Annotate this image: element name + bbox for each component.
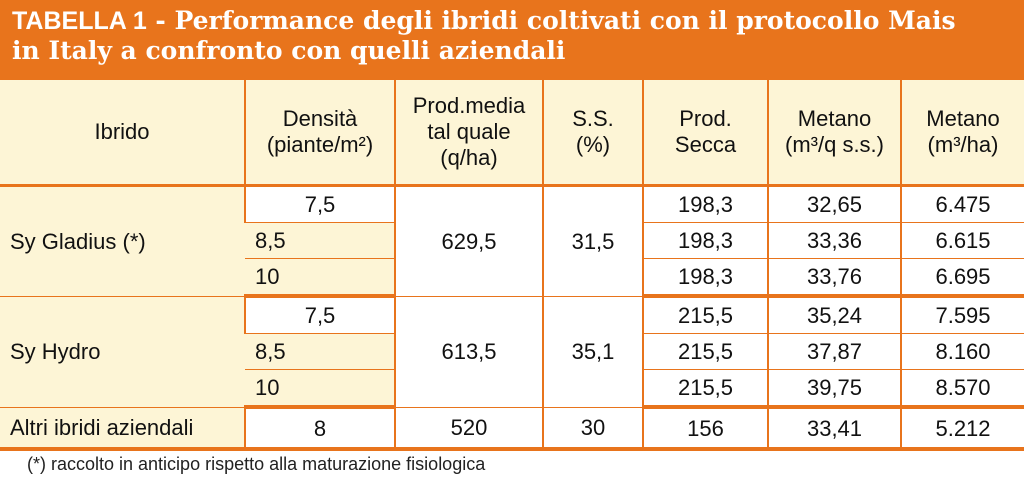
header-prod-media: Prod.media tal quale (q/ha) [394, 80, 543, 186]
prod-secca-cell: 215,5 [642, 296, 768, 334]
metano-q-cell: 37,87 [767, 333, 901, 370]
header-densita: Densità (piante/m²) [244, 80, 395, 186]
densita-cell: 8,5 [245, 333, 395, 370]
ss-cell: 35,1 [542, 296, 643, 408]
footnote: (*) raccolto in anticipo rispetto alla m… [27, 454, 486, 474]
prod-secca-cell: 156 [642, 407, 768, 451]
header-metano-q: Metano (m³/q s.s.) [767, 80, 901, 186]
densita-cell: 7,5 [244, 185, 395, 223]
table-row: Altri ibridi aziendali 8 520 30 156 33,4… [0, 407, 1024, 451]
densita-cell: 10 [245, 258, 395, 298]
table-title-banner: TABELLA 1 - Performance degli ibridi col… [0, 0, 1024, 80]
prod-secca-cell: 198,3 [642, 222, 768, 259]
metano-ha-cell: 8.570 [900, 369, 1024, 409]
metano-q-cell: 32,65 [767, 185, 901, 223]
metano-ha-cell: 6.615 [900, 222, 1024, 259]
header-prod-secca: Prod. Secca [642, 80, 768, 186]
table-title-line-1: TABELLA 1 - Performance degli ibridi col… [12, 6, 1012, 36]
table-row: 8,5 215,5 37,87 8.160 [0, 333, 1024, 370]
ss-cell: 31,5 [542, 185, 643, 297]
metano-q-cell: 33,76 [767, 258, 901, 298]
table-title-text: Performance degli ibridi coltivati con i… [174, 6, 956, 35]
prod-secca-cell: 198,3 [642, 258, 768, 298]
prod-secca-cell: 198,3 [642, 185, 768, 223]
performance-table: Ibrido Densità (piante/m²) Prod.media tal … [0, 80, 1024, 451]
table-row: 8,5 198,3 33,36 6.615 [0, 222, 1024, 259]
densita-cell: 8,5 [245, 222, 395, 259]
metano-q-cell: 39,75 [767, 369, 901, 409]
hybrid-name: Altri ibridi aziendali [0, 407, 245, 451]
densita-cell: 8 [244, 407, 395, 451]
metano-q-cell: 33,41 [767, 407, 901, 451]
metano-ha-cell: 6.695 [900, 258, 1024, 298]
table-number: TABELLA 1 [12, 7, 147, 35]
header-ss: S.S. (%) [542, 80, 643, 186]
prod-media-cell: 520 [394, 407, 543, 451]
metano-ha-cell: 8.160 [900, 333, 1024, 370]
metano-ha-cell: 5.212 [900, 407, 1024, 451]
ss-cell: 30 [542, 407, 643, 451]
hybrid-name: Sy Hydro [0, 296, 245, 408]
header-ibrido: Ibrido [0, 80, 245, 186]
title-separator: - [146, 6, 175, 35]
table-title-line-2: in Italy a confronto con quelli aziendal… [12, 36, 566, 65]
metano-q-cell: 33,36 [767, 222, 901, 259]
table-row: 10 215,5 39,75 8.570 [0, 369, 1024, 409]
prod-secca-cell: 215,5 [642, 333, 768, 370]
header-row: Ibrido Densità (piante/m²) Prod.media tal … [0, 80, 1024, 186]
metano-q-cell: 35,24 [767, 296, 901, 334]
header-metano-ha: Metano (m³/ha) [900, 80, 1024, 186]
table-row: Sy Hydro 7,5 613,5 35,1 215,5 35,24 7.59… [0, 296, 1024, 408]
table-row: Sy Gladius (*) 7,5 629,5 31,5 198,3 32,6… [0, 185, 1024, 297]
metano-ha-cell: 6.475 [900, 185, 1024, 223]
densita-cell: 7,5 [244, 296, 395, 334]
prod-secca-cell: 215,5 [642, 369, 768, 409]
prod-media-cell: 629,5 [394, 185, 543, 297]
metano-ha-cell: 7.595 [900, 296, 1024, 334]
hybrid-name: Sy Gladius (*) [0, 185, 245, 297]
prod-media-cell: 613,5 [394, 296, 543, 408]
table-row: 10 198,3 33,76 6.695 [0, 258, 1024, 298]
densita-cell: 10 [245, 369, 395, 409]
